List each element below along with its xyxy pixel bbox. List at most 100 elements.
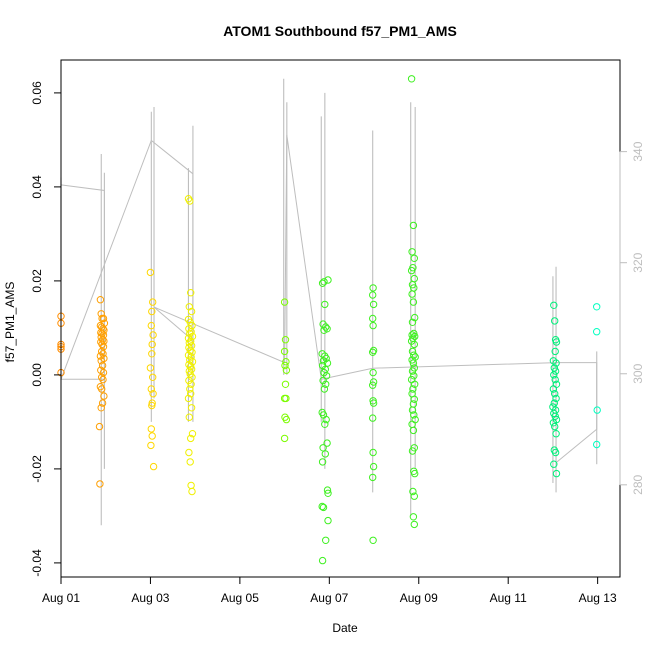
data-point-s7-39 — [408, 447, 417, 455]
data-point-s5-1 — [320, 278, 328, 286]
data-point-s4-1 — [281, 336, 290, 344]
data-point-s8-6 — [552, 359, 560, 367]
data-point-s8-8 — [551, 367, 560, 375]
data-point-s6-0 — [369, 284, 377, 292]
data-point-s2-12 — [148, 401, 156, 410]
data-point-s5-0 — [318, 279, 327, 287]
data-point-s5-22 — [322, 415, 330, 424]
data-point-s1-33 — [95, 422, 104, 431]
data-point-s5-7 — [320, 326, 328, 334]
data-point-s1-32 — [97, 404, 105, 412]
data-point-s5-19 — [320, 385, 329, 393]
data-point-s2-5 — [148, 340, 156, 349]
data-point-s5-26 — [321, 450, 329, 458]
data-point-s8-13 — [551, 390, 559, 398]
data-point-s5-32 — [324, 516, 332, 525]
data-point-s5-17 — [319, 376, 327, 385]
data-point-s7-12 — [408, 318, 417, 326]
data-point-s6-7 — [369, 368, 377, 377]
data-point-s1-13 — [98, 336, 107, 344]
data-point-s1-29 — [98, 385, 106, 393]
data-point-s2-7 — [146, 364, 155, 372]
data-point-s2-0 — [146, 268, 155, 277]
data-point-s7-7 — [408, 281, 417, 289]
data-point-s2-14 — [148, 432, 156, 440]
data-point-s1-1 — [97, 310, 105, 318]
data-point-s2-3 — [147, 321, 156, 330]
data-point-s2-6 — [148, 350, 156, 358]
data-point-s3-39 — [186, 458, 194, 466]
data-point-s4-2 — [280, 347, 289, 356]
y-tick-label-3: 0.02 — [30, 269, 44, 293]
data-point-s8-27 — [552, 469, 561, 478]
data-point-s6-15 — [369, 473, 377, 482]
data-point-s1-22 — [97, 357, 105, 365]
x-tick-label-4: Aug 09 — [400, 591, 438, 605]
data-point-s4-8 — [282, 394, 290, 403]
data-point-s3-4 — [187, 307, 196, 316]
data-point-s7-29 — [409, 385, 417, 393]
data-point-s3-41 — [188, 487, 196, 496]
data-point-s1-25 — [99, 368, 108, 377]
data-point-s2-2 — [148, 307, 156, 316]
data-point-s3-36 — [188, 430, 197, 438]
x-tick-label-5: Aug 11 — [490, 591, 527, 605]
data-point-s5-34 — [318, 556, 327, 565]
data-point-s6-11 — [369, 399, 378, 407]
data-point-s5-29 — [324, 489, 332, 497]
x-tick-label-2: Aug 05 — [221, 591, 259, 605]
data-point-s9-0 — [593, 303, 601, 311]
data-point-s6-12 — [369, 414, 377, 422]
data-point-s2-16 — [149, 462, 158, 471]
data-point-s7-0 — [407, 75, 416, 83]
data-point-s2-15 — [147, 441, 155, 450]
y2-tick-label-1: 300 — [631, 363, 645, 383]
data-point-s5-16 — [322, 372, 331, 380]
y-tick-label-4: 0.04 — [30, 175, 44, 199]
data-point-s7-9 — [408, 290, 416, 298]
data-point-s7-43 — [410, 492, 418, 500]
data-point-s1-23 — [98, 361, 107, 370]
data-point-s3-11 — [188, 332, 197, 341]
data-point-s6-3 — [369, 314, 377, 323]
data-point-s3-29 — [185, 376, 193, 385]
data-point-s8-22 — [551, 422, 559, 431]
data-point-s2-4 — [149, 331, 157, 339]
data-point-s7-3 — [410, 254, 418, 262]
data-point-s4-6 — [281, 380, 290, 388]
data-point-s3-32 — [187, 390, 195, 398]
data-point-s8-4 — [551, 347, 559, 356]
data-point-s6-16 — [369, 536, 377, 544]
data-point-s1-3 — [99, 314, 108, 323]
chart-title: ATOM1 Southbound f57_PM1_AMS — [223, 23, 457, 39]
data-point-s7-41 — [411, 469, 419, 478]
y-tick-label-5: 0.06 — [30, 81, 44, 105]
data-point-s3-24 — [187, 362, 195, 371]
data-point-s4-11 — [280, 434, 289, 443]
data-point-s8-14 — [552, 394, 560, 403]
data-point-s5-18 — [322, 380, 330, 388]
data-point-s1-27 — [99, 375, 107, 384]
data-point-s7-28 — [411, 380, 419, 388]
data-point-s3-2 — [187, 289, 195, 297]
data-point-s7-37 — [409, 426, 418, 435]
data-point-s3-38 — [185, 448, 193, 457]
data-points-layer — [57, 75, 601, 565]
data-point-s7-44 — [409, 513, 418, 521]
data-point-s7-45 — [410, 520, 418, 529]
data-point-s6-14 — [369, 462, 378, 471]
data-point-s1-0 — [96, 296, 105, 304]
data-point-s7-5 — [407, 266, 416, 275]
data-point-s4-0 — [280, 298, 289, 306]
data-point-s9-1 — [593, 328, 601, 336]
data-point-s7-1 — [409, 221, 418, 230]
data-point-s8-21 — [549, 419, 558, 427]
y2-tick-label-3: 340 — [631, 141, 645, 161]
data-point-s8-19 — [551, 412, 559, 420]
x-tick-label-1: Aug 03 — [131, 591, 169, 605]
data-point-s6-2 — [369, 300, 378, 309]
grey-secondary-line — [60, 134, 598, 463]
data-point-s8-25 — [551, 448, 560, 457]
y-tick-label-1: -0.02 — [30, 455, 44, 483]
data-point-s9-3 — [593, 440, 601, 449]
